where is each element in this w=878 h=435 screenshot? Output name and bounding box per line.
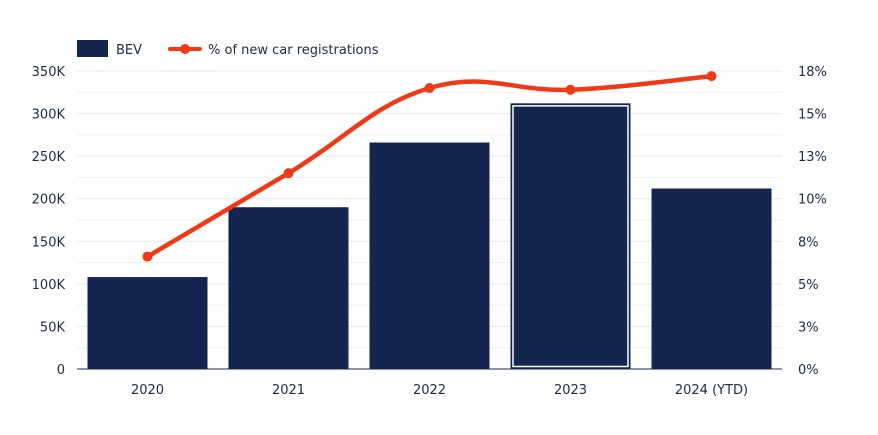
legend-swatch-line-marker: [180, 44, 190, 54]
x-axis-ticks: 2020 2021 2022 2023 2024 (YTD): [131, 383, 748, 398]
right-tick-label: 13%: [798, 150, 827, 165]
right-tick-label: 8%: [798, 235, 819, 250]
x-tick-label: 2023: [554, 383, 587, 398]
left-tick-label: 50K: [40, 320, 66, 335]
line-point-2023: [565, 84, 576, 95]
x-tick-label: 2022: [413, 383, 446, 398]
bars: [87, 103, 772, 370]
left-axis-ticks: 0 50K 100K 150K 200K 250K 300K 350K: [32, 65, 66, 378]
x-tick-label: 2024 (YTD): [675, 383, 748, 398]
right-tick-label: 5%: [798, 278, 819, 293]
legend-swatch-bev: [77, 40, 108, 57]
line-point-2020: [142, 251, 153, 262]
left-tick-label: 200K: [32, 193, 66, 208]
right-tick-label: 3%: [798, 320, 819, 335]
right-axis-ticks: 0% 3% 5% 8% 10% 13% 15% 18%: [798, 65, 827, 378]
bar-2022: [369, 142, 490, 369]
left-tick-label: 300K: [32, 108, 66, 123]
line-point-2022: [424, 83, 435, 94]
bar-2024-ytd-: [651, 188, 772, 369]
left-tick-label: 0: [57, 363, 65, 378]
x-tick-label: 2021: [272, 383, 305, 398]
bar-2020: [87, 277, 208, 369]
right-tick-label: 0%: [798, 363, 819, 378]
bar-2021: [228, 207, 349, 369]
bar-2023: [510, 103, 631, 370]
line-point-2021: [283, 168, 294, 179]
right-tick-label: 10%: [798, 193, 827, 208]
left-tick-label: 100K: [32, 278, 66, 293]
right-tick-label: 18%: [798, 65, 827, 80]
left-tick-label: 250K: [32, 150, 66, 165]
legend-label-bev: BEV: [116, 43, 142, 58]
right-tick-label: 15%: [798, 108, 827, 123]
line-point-2024-ytd-: [706, 71, 717, 82]
left-tick-label: 150K: [32, 235, 66, 250]
percentage-line: [142, 71, 717, 262]
x-tick-label: 2020: [131, 383, 164, 398]
bar-highlight-outline: [512, 105, 629, 368]
legend-label-percentage: % of new car registrations: [208, 43, 379, 58]
left-tick-label: 350K: [32, 65, 66, 80]
legend: BEV % of new car registrations: [77, 40, 379, 58]
